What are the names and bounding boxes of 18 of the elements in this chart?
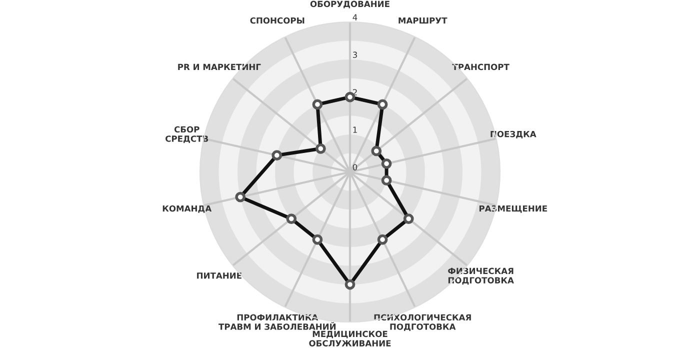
spoke-label: РАЗМЕЩЕНИЕ <box>479 205 547 213</box>
spoke-label: ТРАНСПОРТ <box>452 64 510 70</box>
spoke-label: СБОР СРЕДСТВ <box>166 126 208 144</box>
spoke-label: СПОНСОРЫ <box>250 17 304 24</box>
spoke-label: ПРОФИЛАКТИКА ТРАВМ И ЗАБОЛЕВАНИЙ <box>218 314 336 330</box>
spoke-label: ФИЗИЧЕСКАЯ ПОДГОТОВКА <box>448 268 514 285</box>
spoke-label: ПСИХОЛОГИЧЕСКАЯ ПОДГОТОВКА <box>374 314 471 332</box>
spoke-label: МАРШРУТ <box>398 17 448 24</box>
spoke-label: ОБОРУДОВАНИЕ <box>310 0 390 8</box>
y-tick-label: 1 <box>353 126 357 133</box>
spoke-label: PR И МАРКЕТИНГ <box>178 64 261 70</box>
spoke-label: ПИТАНИЕ <box>197 272 242 279</box>
spoke-label: ПОЕЗДКА <box>490 130 536 138</box>
y-tick-label: 3 <box>352 52 357 58</box>
y-tick-label: 4 <box>352 14 358 20</box>
spoke-label: МЕДИЦИНСКОЕ ОБСЛУЖИВАНИЕ <box>309 330 391 346</box>
spoke-label: КОМАНДА <box>162 205 212 213</box>
y-tick-label: 0 <box>352 164 358 170</box>
